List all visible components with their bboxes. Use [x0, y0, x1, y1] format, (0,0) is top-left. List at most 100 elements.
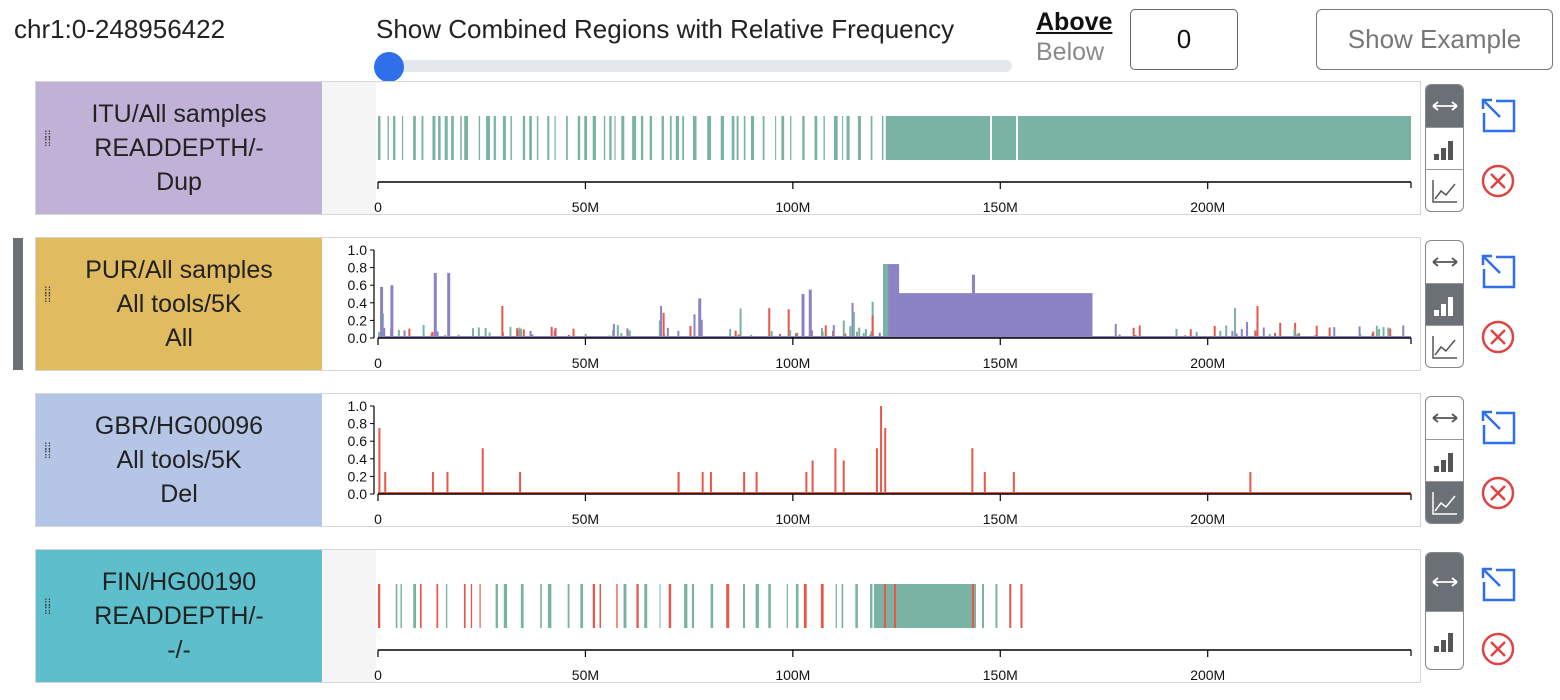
- view-bar-button[interactable]: [1426, 283, 1463, 325]
- freq-bar: [858, 327, 861, 338]
- view-region-button[interactable]: [1426, 397, 1463, 439]
- region-bar: [592, 584, 595, 628]
- track-label[interactable]: ⁞⁞ ⁞⁞ PUR/All samples All tools/5K All: [36, 238, 322, 370]
- freq-bar: [700, 319, 703, 338]
- view-region-button[interactable]: [1426, 85, 1463, 127]
- freq-spike: [446, 472, 449, 494]
- bar-plot[interactable]: 1.0 0.80.6 0.40.2 0.0 0 50M 100M 150M 200M: [322, 238, 1420, 370]
- x-tick-label: 200M: [1190, 511, 1225, 526]
- x-tick-label: 150M: [983, 511, 1018, 526]
- close-circle-icon[interactable]: [1478, 473, 1518, 513]
- region-bar: [885, 116, 887, 160]
- freq-bar: [1213, 325, 1216, 338]
- expand-arrow-icon[interactable]: [1478, 95, 1518, 135]
- region-bar: [731, 116, 735, 160]
- region-bar: [835, 584, 837, 628]
- track-label-line1: GBR/HG00096: [94, 412, 264, 440]
- drag-handle-icon[interactable]: ⁞⁞ ⁞⁞: [44, 596, 52, 617]
- show-example-button[interactable]: Show Example: [1316, 9, 1553, 70]
- freq-bar: [477, 327, 480, 338]
- frequency-slider-track[interactable]: [380, 60, 1012, 72]
- region-bar: [547, 584, 552, 628]
- expand-arrow-icon[interactable]: [1478, 251, 1518, 291]
- freq-bar: [484, 328, 487, 338]
- region-bar: [841, 584, 844, 628]
- region-plot[interactable]: 0 50M 100M 150M 200M: [322, 82, 1420, 214]
- close-circle-icon[interactable]: [1478, 161, 1518, 201]
- region-bar: [540, 584, 542, 628]
- track-label[interactable]: ⁞⁞ ⁞⁞ GBR/HG00096 All tools/5K Del: [36, 394, 322, 526]
- region-bar: [470, 584, 473, 628]
- region-bar: [842, 116, 844, 160]
- freq-bar: [842, 320, 845, 338]
- region-bar: [502, 116, 506, 160]
- freq-bar: [626, 329, 629, 338]
- freq-bar: [1246, 322, 1249, 338]
- freq-spike: [880, 406, 883, 494]
- region-bar: [436, 584, 439, 628]
- region-bar: [536, 116, 539, 160]
- freq-bar: [408, 328, 411, 338]
- region-bar: [623, 584, 627, 628]
- region-bar: [580, 584, 584, 628]
- freq-bar: [1378, 328, 1381, 338]
- freq-bar: [1315, 325, 1318, 338]
- freq-spike: [755, 472, 758, 494]
- bar-chart-icon: [1433, 632, 1453, 652]
- close-circle-icon[interactable]: [1478, 629, 1518, 669]
- region-bar: [803, 584, 807, 628]
- view-region-button[interactable]: [1426, 553, 1463, 611]
- region-plot[interactable]: 0 50M 100M 150M 200M: [322, 550, 1420, 682]
- region-bar: [669, 116, 672, 160]
- freq-spike: [709, 472, 712, 494]
- expand-arrow-icon[interactable]: [1478, 407, 1518, 447]
- freq-spike: [384, 472, 387, 494]
- x-tick-label: 50M: [572, 355, 599, 370]
- y-tick-label: 0.8: [348, 260, 368, 276]
- drag-handle-icon[interactable]: ⁞⁞ ⁞⁞: [44, 284, 52, 305]
- region-bar: [460, 116, 462, 160]
- freq-bar: [693, 314, 696, 338]
- freq-spike: [875, 448, 878, 494]
- drag-handle-icon[interactable]: ⁞⁞ ⁞⁞: [44, 128, 52, 149]
- track-label[interactable]: ⁞⁞ ⁞⁞ ITU/All samples READDEPTH/- Dup: [36, 82, 322, 214]
- view-line-button[interactable]: [1426, 169, 1463, 211]
- view-region-button[interactable]: [1426, 241, 1463, 283]
- below-toggle[interactable]: Below: [1036, 38, 1105, 66]
- region-bar: [503, 584, 508, 628]
- freq-bar: [856, 331, 859, 338]
- above-toggle[interactable]: Above: [1036, 8, 1113, 36]
- x-tick-label: 100M: [775, 667, 810, 682]
- view-line-button[interactable]: [1426, 325, 1463, 367]
- expand-arrow-icon[interactable]: [1478, 564, 1518, 604]
- line-plot[interactable]: 1.0 0.80.6 0.40.2 0.0 0 50M 100M 150M 200M: [322, 394, 1420, 526]
- drag-handle-icon[interactable]: ⁞⁞ ⁞⁞: [44, 440, 52, 461]
- y-tick-label: 0.0: [348, 330, 368, 346]
- freq-bar: [658, 320, 661, 338]
- freq-bar: [436, 331, 439, 338]
- region-bar: [762, 116, 765, 160]
- view-line-button[interactable]: [1426, 481, 1463, 523]
- track-itu: ⁞⁞ ⁞⁞ ITU/All samples READDEPTH/- Dup 0 50…: [35, 81, 1421, 215]
- close-circle-icon[interactable]: [1478, 317, 1518, 357]
- region-bar: [438, 116, 441, 160]
- freq-bar: [378, 331, 381, 338]
- view-bar-button[interactable]: [1426, 439, 1463, 481]
- freq-bar: [1225, 325, 1228, 338]
- view-bar-button[interactable]: [1426, 611, 1463, 669]
- freq-bar: [768, 308, 771, 338]
- region-bar: [547, 116, 550, 160]
- frequency-slider-thumb[interactable]: [374, 52, 404, 82]
- region-bar: [833, 116, 838, 160]
- track-label[interactable]: ⁞⁞ ⁞⁞ FIN/HG00190 READDEPTH/- -/-: [36, 550, 322, 682]
- freq-bar: [852, 311, 855, 338]
- view-bar-button[interactable]: [1426, 127, 1463, 169]
- freq-bar: [447, 272, 451, 338]
- region-bar: [445, 584, 448, 628]
- region-bar: [659, 584, 661, 628]
- freq-bar: [1274, 332, 1277, 338]
- frequency-input[interactable]: [1130, 9, 1238, 70]
- line-chart-icon: [1431, 179, 1457, 203]
- freq-bar: [1375, 325, 1378, 338]
- gutter: [322, 550, 376, 682]
